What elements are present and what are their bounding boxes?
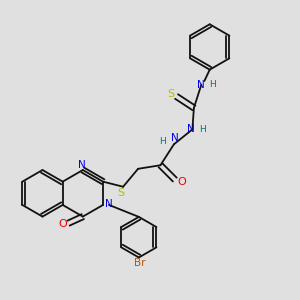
- Text: H: H: [159, 137, 166, 146]
- Text: H: H: [200, 125, 206, 134]
- Text: S: S: [117, 188, 124, 198]
- Text: N: N: [197, 80, 205, 90]
- Text: H: H: [209, 80, 216, 89]
- Text: Br: Br: [134, 259, 145, 269]
- Text: O: O: [59, 219, 68, 229]
- Text: N: N: [105, 199, 113, 209]
- Text: N: N: [171, 134, 178, 143]
- Text: N: N: [78, 160, 86, 170]
- Text: S: S: [167, 89, 174, 99]
- Text: N: N: [187, 124, 195, 134]
- Text: O: O: [177, 177, 186, 187]
